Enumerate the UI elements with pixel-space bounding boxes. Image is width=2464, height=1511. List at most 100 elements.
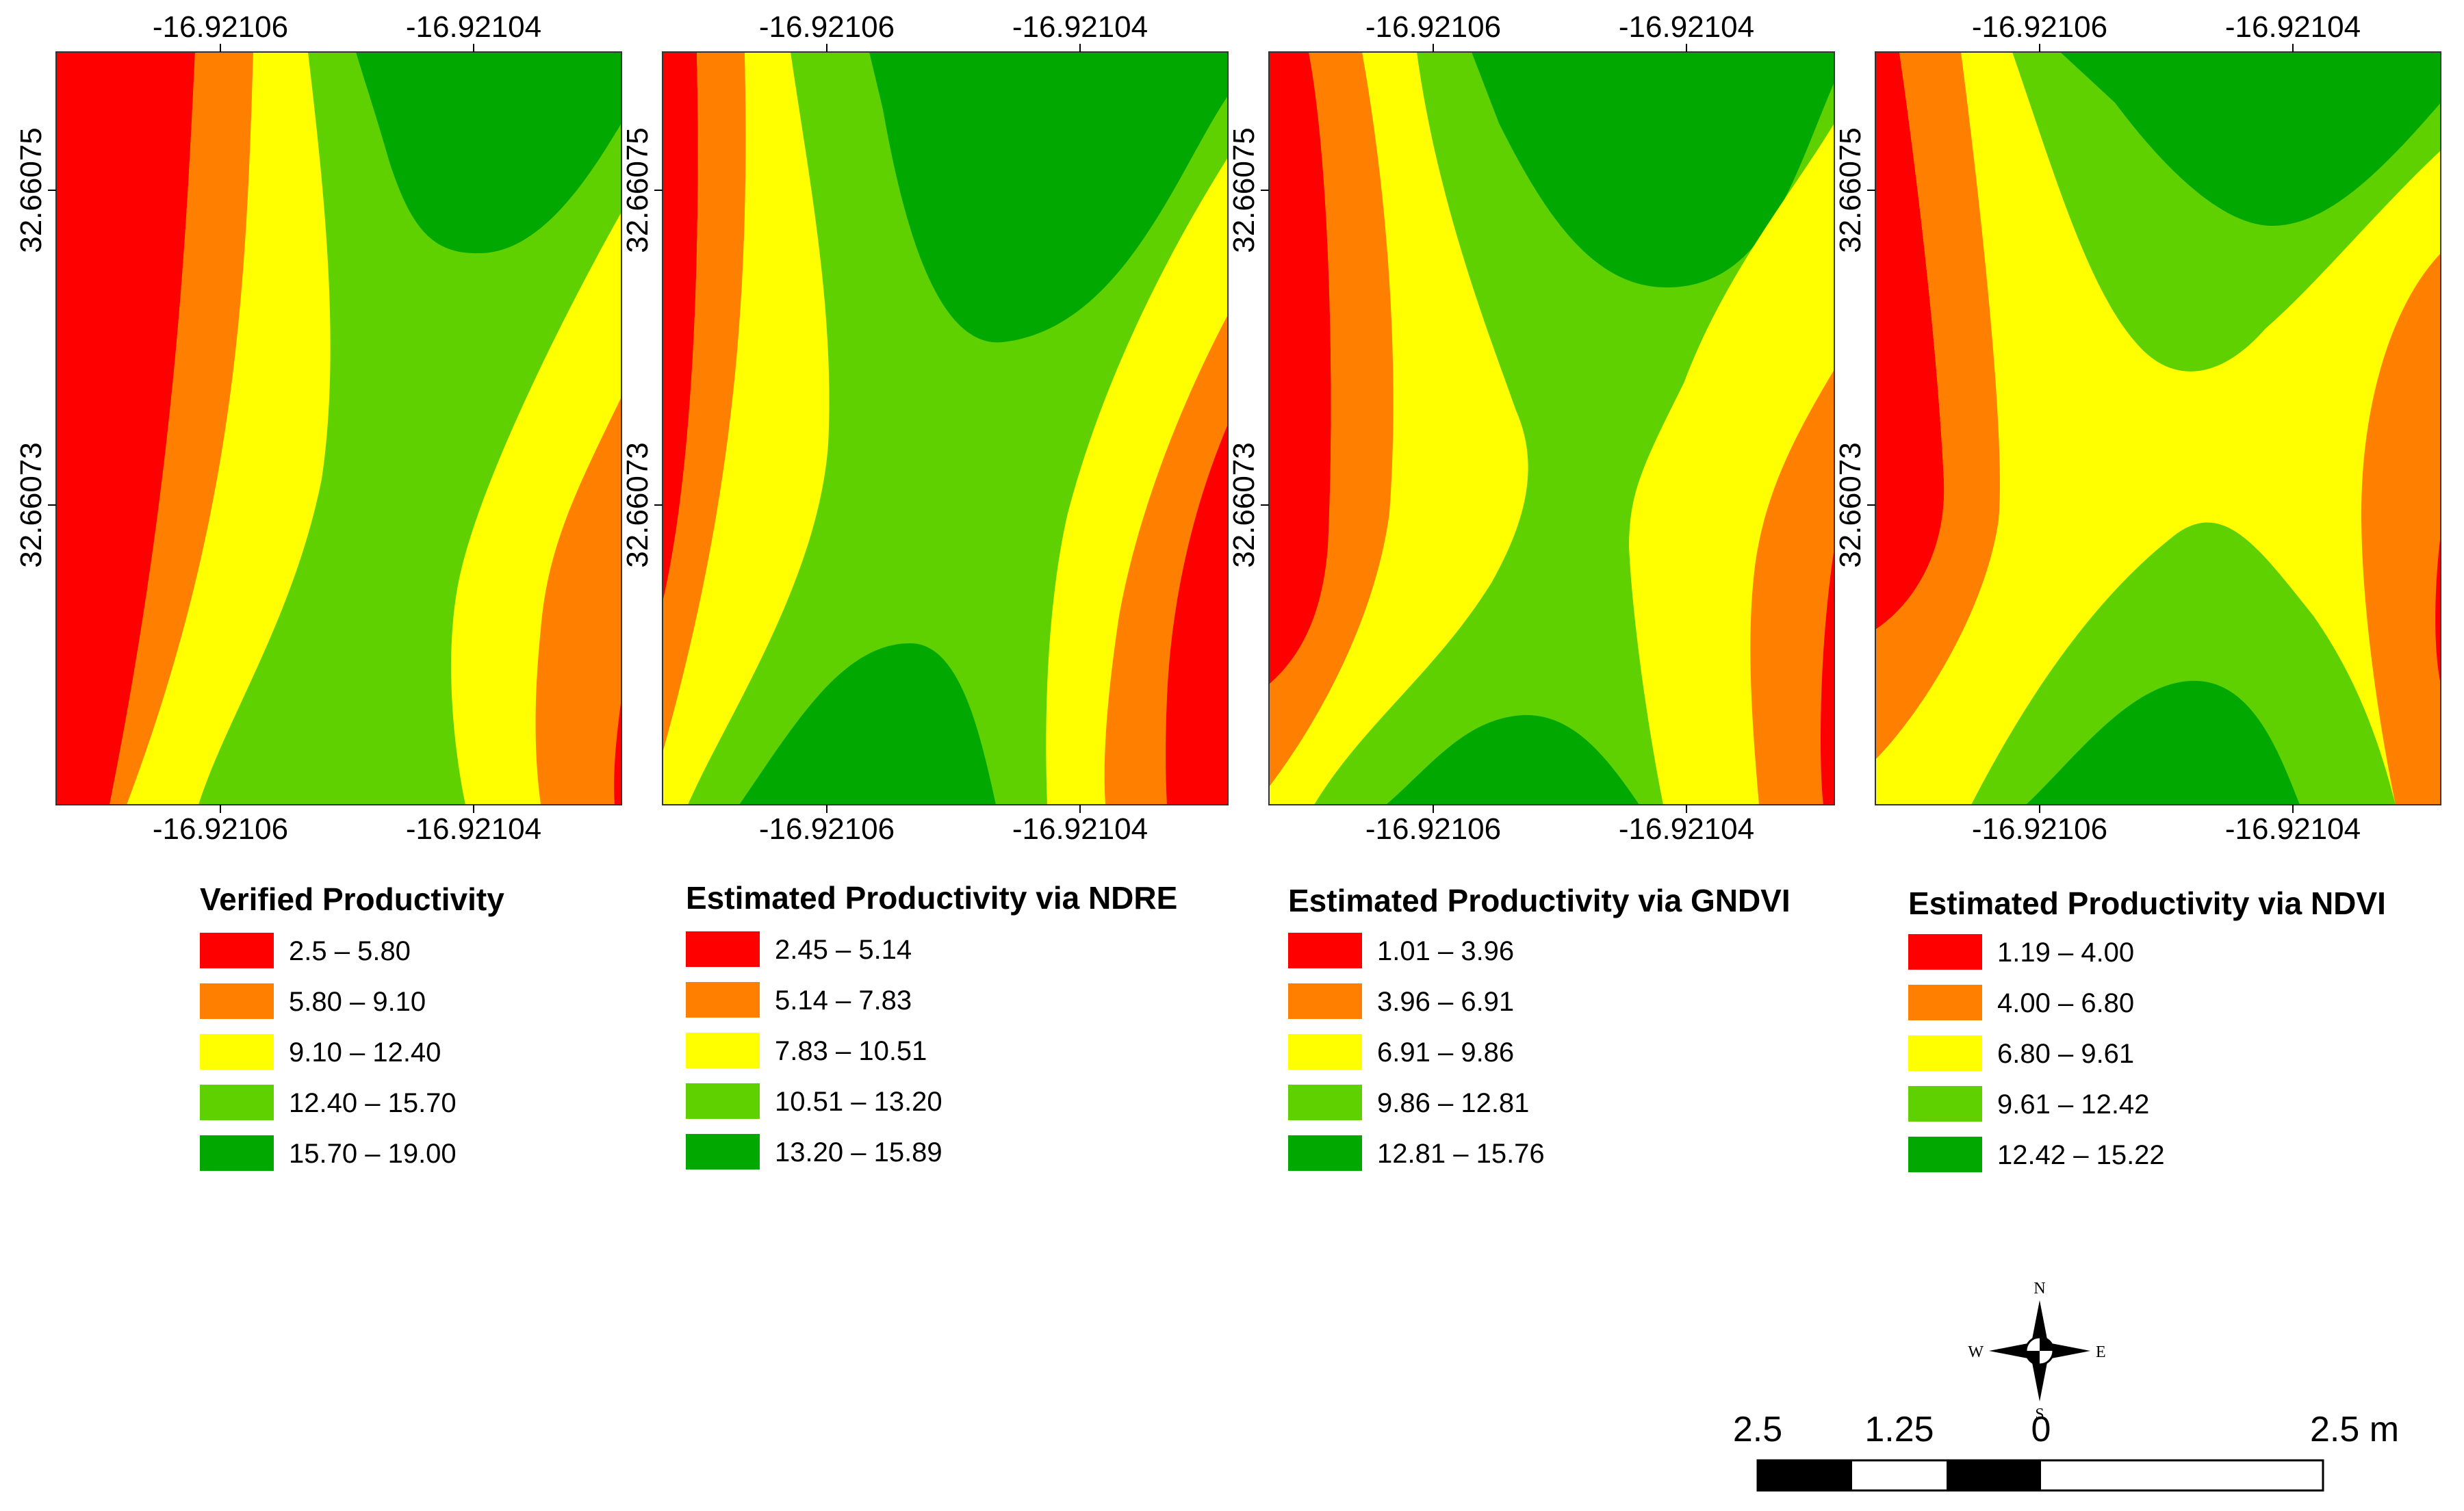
legend-swatch (1908, 1086, 1982, 1122)
legend-verified: Verified Productivity 2.5 – 5.80 5.80 – … (200, 881, 504, 1171)
zone-2.45-5.14-east (1166, 424, 1228, 805)
zone-5.14-7.83 (663, 52, 746, 753)
zone-9.61-12.42-south (1971, 522, 2396, 805)
legend-label: 12.42 – 15.22 (1997, 1140, 2165, 1170)
compass-south-label: S (2035, 1406, 2044, 1423)
legend-swatch (686, 982, 760, 1018)
x-tick-bottom-1: -16.92106 (1972, 812, 2107, 846)
zone-9.10-12.40 (127, 52, 331, 805)
zone-7.83-10.51 (663, 52, 830, 805)
legend-title: Verified Productivity (200, 881, 504, 917)
x-tick-top-1: -16.92106 (1365, 10, 1501, 44)
zone-12.81-15.76-south (1386, 714, 1639, 805)
zone-5.80-9.10-east (535, 397, 621, 805)
legend-title: Estimated Productivity via NDVI (1908, 886, 2386, 921)
legend-label: 13.20 – 15.89 (775, 1137, 942, 1167)
y-tick-2: 32.66073 (621, 442, 654, 568)
legend-label: 5.14 – 7.83 (775, 985, 912, 1016)
legend-swatch (200, 933, 274, 968)
zone-2.5-5.80-east (614, 698, 621, 805)
legend-swatch (686, 931, 760, 967)
x-tick-top-2: -16.92104 (2225, 10, 2361, 44)
north-arrow-compass-icon: N S E W (1968, 1280, 2105, 1423)
y-tick-1: 32.66075 (14, 127, 48, 253)
y-tick-2: 32.66073 (1834, 442, 1867, 568)
legend-label: 6.91 – 9.86 (1377, 1037, 1514, 1068)
x-tick-top-2: -16.92104 (406, 10, 541, 44)
scale-label: 2.5 (1733, 1410, 1782, 1449)
legend-swatch (1288, 1085, 1362, 1120)
map-panel-verified (55, 51, 622, 805)
legend-swatch (1288, 983, 1362, 1019)
legend-swatch (1288, 1135, 1362, 1171)
x-tick-bottom-1: -16.92106 (759, 812, 895, 846)
scale-label: 1.25 (1864, 1410, 1934, 1449)
zone-13.20-15.89 (869, 52, 1228, 343)
compass-east-label: E (2096, 1343, 2106, 1361)
x-tick-bottom-2: -16.92104 (1012, 812, 1148, 846)
zone-15.70-19.00 (356, 52, 621, 254)
legend-label: 12.40 – 15.70 (289, 1088, 457, 1118)
axis-tick-marks (48, 44, 2294, 813)
legend-swatch (686, 1033, 760, 1068)
legend-label: 2.45 – 5.14 (775, 935, 912, 965)
legend-swatch (686, 1134, 760, 1170)
x-tick-bottom-2: -16.92104 (406, 812, 541, 846)
legend-label: 2.5 – 5.80 (289, 936, 411, 966)
legend-label: 5.80 – 9.10 (289, 987, 426, 1017)
x-tick-bottom-1: -16.92106 (153, 812, 288, 846)
zone-1.19-4.00-east (2435, 534, 2441, 684)
legend-label: 6.80 – 9.61 (1997, 1039, 2134, 1069)
zone-12.42-15.22-south (2026, 680, 2300, 805)
zone-4.00-6.80 (1875, 52, 2000, 760)
y-tick-2: 32.66073 (14, 442, 48, 568)
zone-1.01-3.96 (1269, 52, 1331, 684)
x-tick-top-1: -16.92106 (759, 10, 895, 44)
legend-swatch (1288, 1034, 1362, 1070)
x-tick-bottom-2: -16.92104 (1619, 812, 1754, 846)
zone-12.81-15.76 (1472, 52, 1834, 287)
zone-3.96-6.91 (1269, 52, 1394, 787)
zone-6.91-9.86 (1269, 52, 1528, 805)
zone-13.20-15.89-south (739, 643, 996, 805)
legend-label: 9.86 – 12.81 (1377, 1088, 1529, 1118)
legend-label: 1.19 – 4.00 (1997, 938, 2134, 968)
legend-swatch (1908, 1035, 1982, 1071)
x-tick-bottom-1: -16.92106 (1365, 812, 1501, 846)
compass-west-label: W (1968, 1343, 1984, 1361)
scale-label: 0 (2031, 1410, 2051, 1449)
legend-swatch (1908, 1137, 1982, 1172)
map-panel-ndre (662, 51, 1229, 805)
zone-4.00-6.80-east (2361, 253, 2441, 805)
zone-2.45-5.14 (663, 52, 698, 602)
legend-label: 10.51 – 13.20 (775, 1087, 942, 1117)
legend-label: 3.96 – 6.91 (1377, 987, 1514, 1017)
legend-title: Estimated Productivity via GNDVI (1288, 883, 1791, 918)
zone-2.5-5.80 (56, 52, 195, 805)
y-tick-2: 32.66073 (1227, 442, 1261, 568)
zone-1.19-4.00 (1875, 52, 1945, 630)
map-panel-gndvi (1268, 51, 1835, 805)
legend-title: Estimated Productivity via NDRE (686, 880, 1177, 916)
legend-swatch (200, 983, 274, 1019)
legend-label: 12.81 – 15.76 (1377, 1139, 1545, 1169)
legend-swatch (1288, 933, 1362, 968)
map-panel-ndvi (1875, 51, 2441, 805)
compass-north-label: N (2033, 1280, 2045, 1297)
legend-gndvi: Estimated Productivity via GNDVI 1.01 – … (1288, 883, 1791, 1171)
legend-label: 9.61 – 12.42 (1997, 1089, 2149, 1120)
legend-swatch (686, 1083, 760, 1119)
x-tick-bottom-2: -16.92104 (2225, 812, 2361, 846)
x-tick-top-2: -16.92104 (1012, 10, 1148, 44)
legend-label: 9.10 – 12.40 (289, 1037, 441, 1068)
scale-bar: 2.5 1.25 0 2.5 m (1733, 1410, 2399, 1492)
zone-1.01-3.96-east (1821, 547, 1834, 805)
x-tick-top-1: -16.92106 (153, 10, 288, 44)
legend-label: 7.83 – 10.51 (775, 1036, 927, 1066)
y-tick-1: 32.66075 (1834, 127, 1867, 253)
zone-12.42-15.22 (2060, 52, 2441, 226)
y-tick-1: 32.66075 (621, 127, 654, 253)
legend-swatch (1908, 985, 1982, 1020)
legend-ndvi: Estimated Productivity via NDVI 1.19 – 4… (1908, 886, 2386, 1172)
